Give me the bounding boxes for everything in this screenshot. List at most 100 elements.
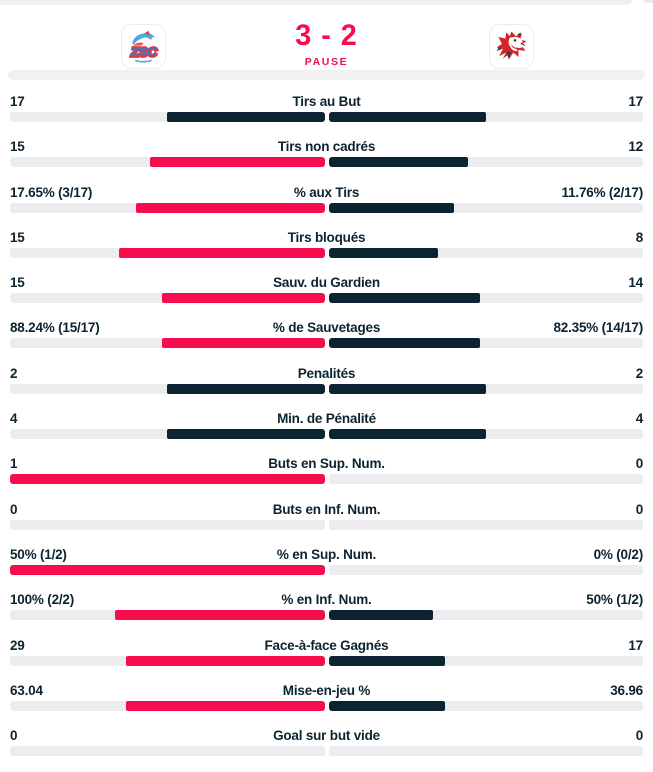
away-track-half: [328, 157, 643, 168]
stat-row: 29 Face-à-face Gagnés 17: [0, 632, 653, 677]
svg-text:ZSC: ZSC: [130, 45, 158, 60]
stat-label: Tirs non cadrés: [277, 139, 376, 155]
home-value: 100% (2/2): [10, 592, 75, 608]
home-value: 4: [10, 411, 18, 427]
away-track-half: [328, 202, 643, 213]
home-value: 2: [10, 365, 18, 381]
away-value: 17: [628, 94, 643, 109]
away-bar: [328, 247, 438, 258]
home-bar: [149, 157, 325, 168]
away-track-half: [328, 610, 643, 621]
away-value: 11.76% (2/17): [561, 184, 644, 200]
stat-label: % en Inf. Num.: [281, 592, 372, 608]
home-value: 0: [10, 501, 18, 517]
away-value: 50% (1/2): [586, 592, 643, 608]
stat-row: 4 Min. de Pénalité 4: [0, 405, 653, 450]
home-bar: [167, 429, 325, 440]
stat-row: 88.24% (15/17) % de Sauvetages 82.35% (1…: [0, 314, 653, 359]
stat-bar-track: [10, 474, 643, 485]
away-track-half: [328, 383, 643, 394]
red-lion-logo-icon: [496, 31, 527, 60]
stat-row: 0 Goal sur but vide 0: [0, 722, 653, 767]
home-value: 15: [10, 275, 25, 291]
stat-bar-track: [10, 429, 643, 440]
home-bar: [161, 338, 325, 349]
stat-bar-track: [10, 157, 643, 168]
stat-row: 50% (1/2) % en Sup. Num. 0% (0/2): [0, 541, 653, 586]
home-track-half: [10, 247, 325, 258]
stat-bar-track: [10, 564, 643, 575]
stat-label: Buts en Inf. Num.: [272, 501, 381, 517]
stat-row: 100% (2/2) % en Inf. Num. 50% (1/2): [0, 586, 653, 631]
away-track-half: [328, 746, 643, 757]
away-value: 12: [628, 139, 643, 155]
stat-label: Goal sur but vide: [273, 728, 380, 744]
stat-row: 2 Penalités 2: [0, 360, 653, 405]
home-value: 15: [10, 139, 25, 155]
home-track-half: [10, 474, 325, 485]
home-value: 0: [10, 728, 18, 744]
score-text: 3 - 2: [295, 19, 358, 52]
home-bar: [135, 202, 325, 213]
home-value: 17.65% (3/17): [10, 184, 93, 200]
away-bar: [328, 383, 486, 394]
stat-bar-track: [10, 655, 643, 666]
home-track-half: [10, 746, 325, 757]
zsc-logo-text: ZSC: [129, 44, 157, 59]
home-track-half: [10, 519, 325, 530]
away-value: 17: [628, 637, 643, 653]
home-track-half: [10, 112, 325, 122]
zsc-lions-logo-icon: ZSC ZSC: [129, 30, 159, 63]
home-team-logo: ZSC ZSC: [121, 24, 166, 69]
stat-label: Tirs bloqués: [287, 229, 366, 245]
home-track-half: [10, 293, 325, 304]
home-bar: [10, 474, 325, 485]
stat-row: 17 Tirs au But 17: [0, 88, 653, 133]
stat-bar-track: [10, 112, 643, 122]
stat-row: 63.04 Mise-en-jeu % 36.96: [0, 677, 653, 722]
stat-label: Mise-en-jeu %: [282, 682, 371, 698]
header-stats-divider: [8, 70, 645, 80]
home-track-half: [10, 564, 325, 575]
top-right-edge: [644, 0, 653, 3]
score-header: ZSC ZSC 3 - 2 PAUSE: [0, 8, 653, 70]
away-bar: [328, 429, 486, 440]
home-track-half: [10, 338, 325, 349]
stat-bar-track: [10, 247, 643, 258]
away-value: 36.96: [610, 682, 643, 698]
stat-row: 15 Tirs bloqués 8: [0, 224, 653, 269]
home-track-half: [10, 610, 325, 621]
stat-label: Tirs au But: [292, 94, 361, 109]
home-track-half: [10, 383, 325, 394]
stat-row: 15 Tirs non cadrés 12: [0, 133, 653, 178]
home-bar: [126, 700, 325, 711]
stat-label: Sauv. du Gardien: [273, 275, 380, 291]
home-track-half: [10, 202, 325, 213]
home-track-half: [10, 700, 325, 711]
home-value: 50% (1/2): [10, 546, 67, 562]
home-value: 29: [10, 637, 25, 653]
home-bar: [161, 293, 325, 304]
away-value: 4: [635, 411, 644, 427]
away-bar: [328, 202, 455, 213]
away-value: 82.35% (14/17): [553, 320, 643, 336]
away-track-half: [328, 519, 643, 530]
away-value: 8: [635, 229, 644, 245]
stats-list: 17 Tirs au But 17 15 Tirs non cadrés 12: [0, 88, 653, 767]
away-track-half: [328, 293, 643, 304]
stat-bar-track: [10, 338, 643, 349]
home-value: 17: [10, 94, 25, 109]
stat-row: 15 Sauv. du Gardien 14: [0, 269, 653, 314]
away-track-half: [328, 474, 643, 485]
away-value: 0: [635, 501, 644, 517]
home-bar: [126, 655, 325, 666]
stat-label: % aux Tirs: [293, 184, 360, 200]
away-bar: [328, 700, 445, 711]
stat-label: Buts en Sup. Num.: [268, 456, 385, 472]
home-bar: [119, 247, 325, 258]
away-bar: [328, 655, 445, 666]
away-bar: [328, 157, 469, 168]
home-bar: [167, 383, 325, 394]
home-bar: [114, 610, 325, 621]
away-bar: [328, 610, 434, 621]
